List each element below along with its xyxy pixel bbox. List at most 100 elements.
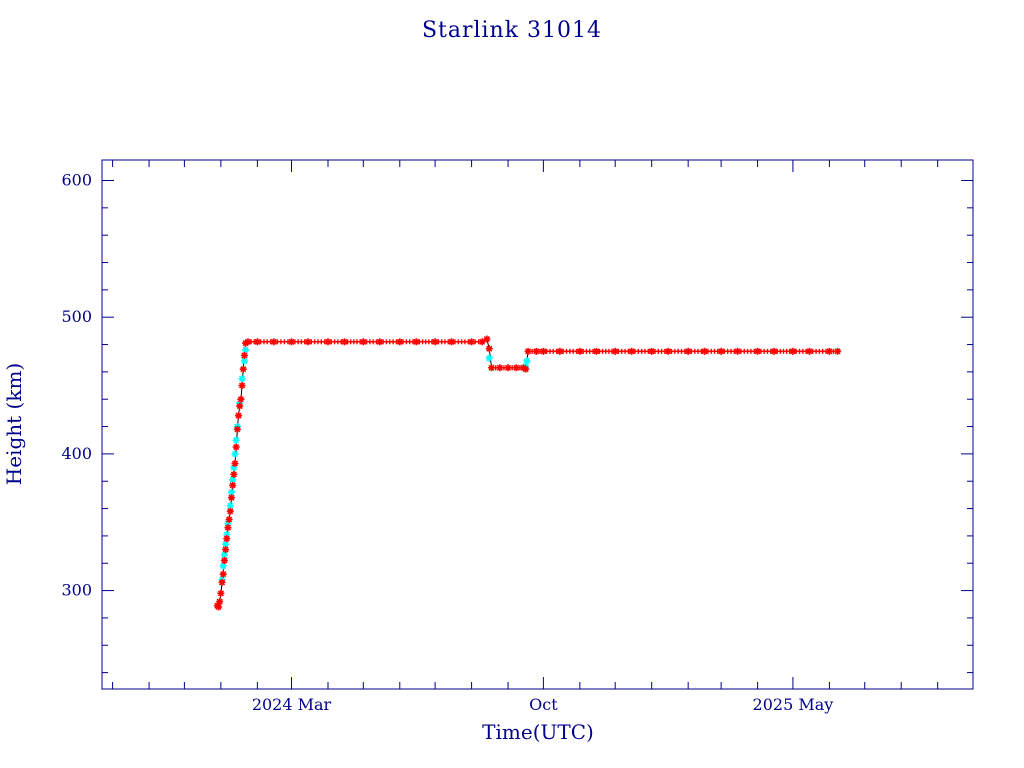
data-point: [219, 570, 227, 578]
data-point: [483, 335, 491, 343]
data-point-band: [248, 339, 837, 371]
data-point: [488, 364, 496, 372]
data-point-stroke: [505, 364, 512, 371]
data-point: [227, 488, 235, 496]
data-point-stroke: [233, 443, 240, 451]
data-point: [217, 589, 225, 597]
data-point-stroke: [234, 426, 241, 433]
data-point: [231, 450, 239, 458]
data-point-stroke: [244, 338, 252, 345]
data-point-stroke: [227, 502, 234, 509]
series-line: [216, 338, 838, 609]
data-point: [231, 459, 239, 467]
data-point-stroke: [222, 546, 229, 553]
data-point: [834, 347, 842, 355]
data-point-stroke: [522, 366, 529, 373]
data-point-stroke: [223, 535, 230, 542]
data-point-stroke: [525, 348, 532, 355]
data-point-stroke: [241, 352, 248, 359]
axis-ticks: [102, 160, 974, 689]
data-point-stroke: [226, 516, 233, 523]
data-point: [232, 443, 240, 451]
data-point: [232, 436, 240, 444]
y-tick-label: 400: [61, 444, 92, 463]
data-point-stroke: [376, 338, 383, 345]
data-point-stroke: [540, 348, 547, 355]
data-point-stroke: [432, 338, 439, 345]
data-point-stroke: [218, 579, 226, 586]
data-point: [244, 338, 252, 346]
data-point-stroke: [701, 348, 708, 355]
data-point-stroke: [236, 402, 243, 410]
data-point: [222, 540, 230, 548]
data-point-stroke: [486, 345, 493, 352]
data-point: [478, 338, 486, 346]
data-point-stroke: [734, 348, 741, 355]
data-point-stroke: [222, 541, 229, 548]
data-point: [223, 535, 231, 543]
data-point-stroke: [220, 571, 227, 578]
data-point-stroke: [228, 489, 235, 496]
plot-frame: [101, 159, 974, 690]
data-point-stroke: [221, 557, 228, 564]
data-point-stroke: [360, 338, 367, 345]
data-point-stroke: [288, 338, 295, 345]
data-points: [213, 335, 842, 611]
data-point-stroke: [612, 348, 619, 355]
data-point-stroke: [231, 460, 239, 467]
data-point-stroke: [826, 348, 833, 355]
data-point-stroke: [240, 366, 247, 373]
data-point-stroke: [628, 348, 635, 355]
x-tick-label: 2025 May: [753, 695, 834, 714]
y-axis-label: Height (km): [2, 363, 26, 485]
data-point: [216, 598, 224, 606]
data-point-stroke: [215, 603, 222, 611]
data-point: [237, 395, 245, 403]
data-point-stroke: [231, 450, 239, 457]
data-connector-line: [216, 338, 838, 609]
data-point-stroke: [217, 590, 224, 597]
data-point-stroke: [221, 551, 228, 559]
data-point-stroke: [556, 348, 563, 355]
chart-title: Starlink 31014: [422, 18, 602, 43]
data-point: [224, 524, 232, 532]
data-point-stroke: [242, 346, 249, 354]
data-point-stroke: [483, 336, 490, 343]
data-point-stroke: [834, 348, 841, 355]
data-point: [242, 346, 250, 354]
data-point-stroke: [324, 338, 332, 345]
data-point-stroke: [230, 471, 237, 478]
data-point-stroke: [523, 357, 530, 365]
tick-labels: 300 400 500 600 2024 Mar Oct 2025 May: [61, 171, 833, 714]
data-point-stroke: [513, 364, 520, 371]
y-tick-label: 300: [61, 581, 92, 600]
data-point: [523, 357, 531, 365]
data-point-stroke: [718, 348, 725, 355]
data-point-stroke: [593, 348, 600, 355]
data-point-stroke: [468, 338, 475, 345]
data-point: [235, 412, 243, 420]
data-point: [238, 375, 246, 383]
data-point-stroke: [229, 482, 236, 489]
data-point-stroke: [239, 382, 246, 389]
data-point-stroke: [806, 348, 813, 355]
data-point-stroke: [233, 437, 240, 444]
data-point: [485, 345, 493, 353]
data-point-stroke: [448, 338, 455, 345]
data-point: [229, 481, 237, 489]
data-point: [219, 562, 227, 570]
data-point: [239, 365, 247, 373]
data-point: [222, 546, 230, 554]
data-point: [227, 494, 235, 502]
data-point-stroke: [239, 375, 246, 382]
data-point-stroke: [224, 524, 232, 531]
data-point-stroke: [488, 364, 495, 371]
data-point-stroke: [754, 348, 761, 355]
data-point-stroke: [789, 348, 796, 355]
data-point-stroke: [304, 338, 312, 345]
data-point: [230, 470, 238, 478]
data-point-stroke: [479, 338, 486, 345]
data-point: [522, 365, 530, 373]
data-point-stroke: [771, 348, 778, 355]
